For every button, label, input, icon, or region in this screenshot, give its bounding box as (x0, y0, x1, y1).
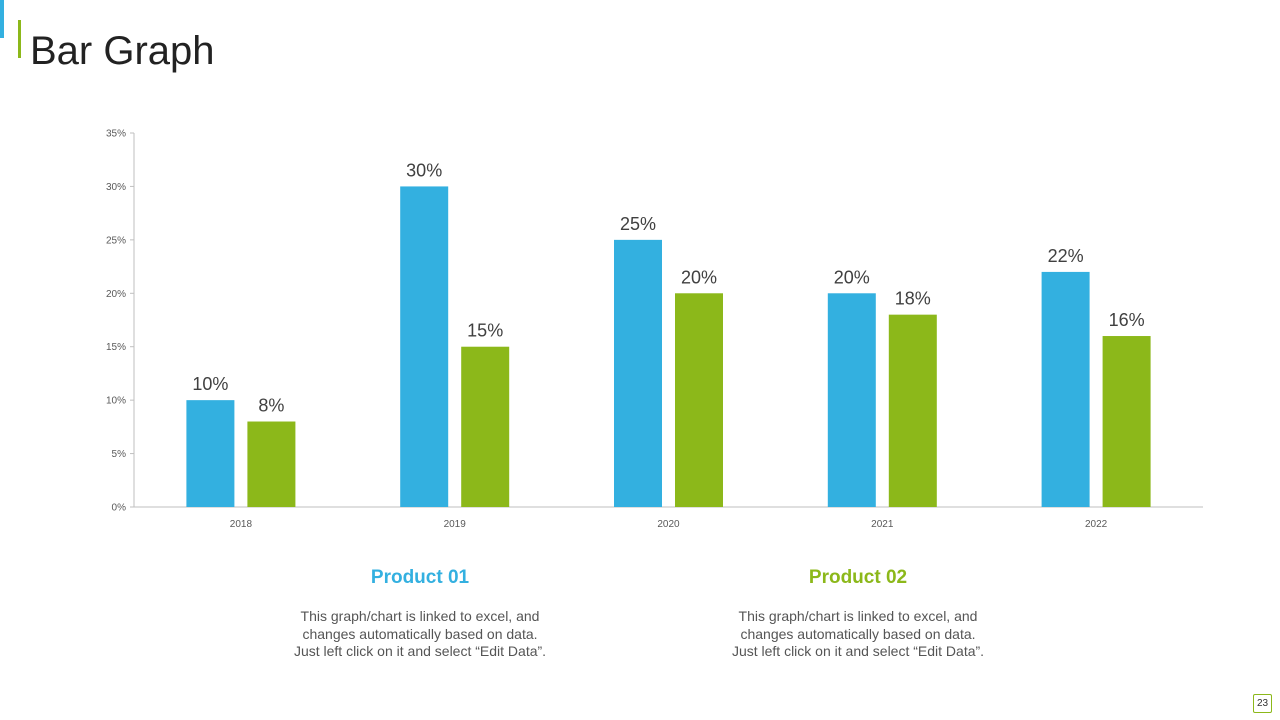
bar-product-01-2018 (186, 400, 235, 507)
product-02-heading: Product 02 (808, 567, 908, 588)
y-tick-label: 30% (106, 182, 126, 193)
data-label: 15% (467, 321, 503, 341)
x-tick-label: 2019 (444, 519, 467, 530)
title-accent-bar-green (18, 20, 21, 58)
data-label: 25% (620, 214, 656, 234)
product-01-desc-line-1: This graph/chart is linked to excel, and (300, 608, 540, 624)
page-number-badge: 23 (1253, 694, 1272, 713)
page-title: Bar Graph (30, 29, 215, 73)
y-tick-label: 0% (112, 503, 127, 514)
bar-product-01-2021 (827, 293, 876, 507)
y-tick-label: 15% (106, 342, 126, 353)
x-tick-label: 2020 (657, 519, 680, 530)
product-02-desc-line-1: This graph/chart is linked to excel, and (738, 608, 978, 624)
data-label: 20% (681, 267, 717, 287)
title-accent-bar-blue (0, 0, 4, 38)
product-02-description: This graph/chart is linked to excel, and… (708, 608, 1008, 661)
bar-product-02-2020 (675, 293, 723, 507)
y-tick-label: 20% (106, 289, 126, 300)
bar-product-02-2018 (247, 421, 296, 507)
data-label: 18% (895, 289, 931, 309)
bar-chart[interactable]: 0% 5% 10% 15% 20% 25% 30% 35% 10% 8% 2018 30% 15% 201… (0, 0, 1280, 560)
x-tick-label: 2022 (1085, 519, 1108, 530)
bar-product-01-2022 (1041, 271, 1090, 507)
bar-product-02-2022 (1102, 336, 1151, 507)
product-01-description: This graph/chart is linked to excel, and… (270, 608, 570, 661)
bar-product-01-2019 (400, 186, 449, 507)
y-tick-label: 35% (106, 129, 126, 140)
data-label: 22% (1048, 246, 1084, 266)
product-02-legend: Product 02 This graph/chart is linked to… (708, 566, 1008, 661)
bar-product-01-2020 (614, 239, 662, 507)
product-01-legend: Product 01 This graph/chart is linked to… (270, 566, 570, 661)
data-label: 16% (1109, 310, 1145, 330)
data-label: 20% (834, 267, 870, 287)
product-02-desc-line-2: changes automatically based on data. (740, 625, 976, 642)
data-label: 8% (258, 396, 284, 416)
x-tick-label: 2021 (871, 519, 894, 530)
data-label: 10% (192, 374, 228, 394)
product-01-desc-line-2: changes automatically based on data. (302, 625, 538, 642)
y-tick-label: 25% (106, 235, 126, 246)
x-tick-label: 2018 (230, 519, 253, 530)
bar-product-02-2021 (888, 314, 937, 507)
product-01-heading: Product 01 (370, 567, 470, 588)
y-tick-label: 5% (112, 449, 127, 460)
bar-product-02-2019 (461, 346, 510, 507)
data-label: 30% (406, 160, 442, 180)
product-02-desc-line-3: Just left click on it and select “Edit D… (731, 643, 985, 659)
product-01-desc-line-3: Just left click on it and select “Edit D… (293, 643, 547, 659)
y-tick-label: 10% (106, 396, 126, 407)
